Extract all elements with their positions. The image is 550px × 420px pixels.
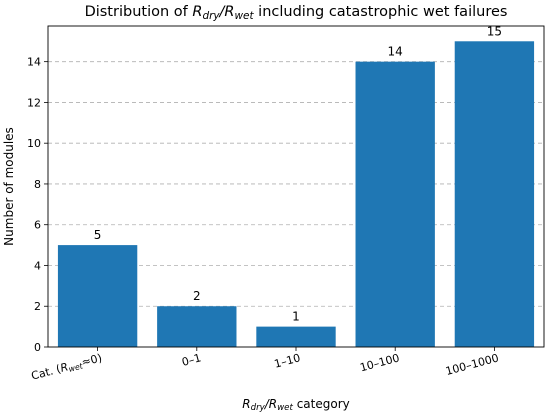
x-tick-label: 1–10 <box>273 351 302 370</box>
y-tick-label: 12 <box>27 96 41 109</box>
bar-value-label: 1 <box>292 310 300 324</box>
plot-frame <box>47 25 545 348</box>
y-tick-label: 14 <box>27 56 41 69</box>
bar-value-label: 2 <box>193 289 201 303</box>
bar <box>454 41 535 348</box>
chart-title: Distribution of Rdry/Rwet including cata… <box>85 4 508 22</box>
bar <box>57 245 138 347</box>
y-tick-label: 0 <box>34 341 41 354</box>
bars <box>57 41 535 348</box>
title-layer: Distribution of Rdry/Rwet including cata… <box>85 4 508 22</box>
bar-value-label: 15 <box>487 24 502 38</box>
x-axis-label: Rdry/Rwet category <box>242 397 349 413</box>
bar <box>157 306 237 347</box>
bar-value-label: 5 <box>94 228 102 242</box>
y-tick-label: 2 <box>34 300 41 313</box>
y-tick-label: 6 <box>34 219 41 232</box>
y-tick-label: 8 <box>34 178 41 191</box>
bar <box>355 61 435 348</box>
y-tick-label: 10 <box>27 137 41 150</box>
y-tick-label: 4 <box>34 259 41 272</box>
labels: 0 2 4 6 8 10 12 14 5 Cat. (Rwet≈0) 2 0–1 1 1–10 14 10–1… <box>2 24 502 413</box>
x-tick-label: 100–1000 <box>444 351 500 378</box>
bar-value-label: 14 <box>388 45 403 59</box>
axes <box>44 25 545 351</box>
bar <box>256 326 336 347</box>
x-tick-label: 10–100 <box>358 351 400 374</box>
y-axis-label: Number of modules <box>2 127 16 246</box>
x-tick-label: 0–1 <box>180 351 202 369</box>
x-tick-label: Cat. (Rwet≈0) <box>30 351 104 383</box>
